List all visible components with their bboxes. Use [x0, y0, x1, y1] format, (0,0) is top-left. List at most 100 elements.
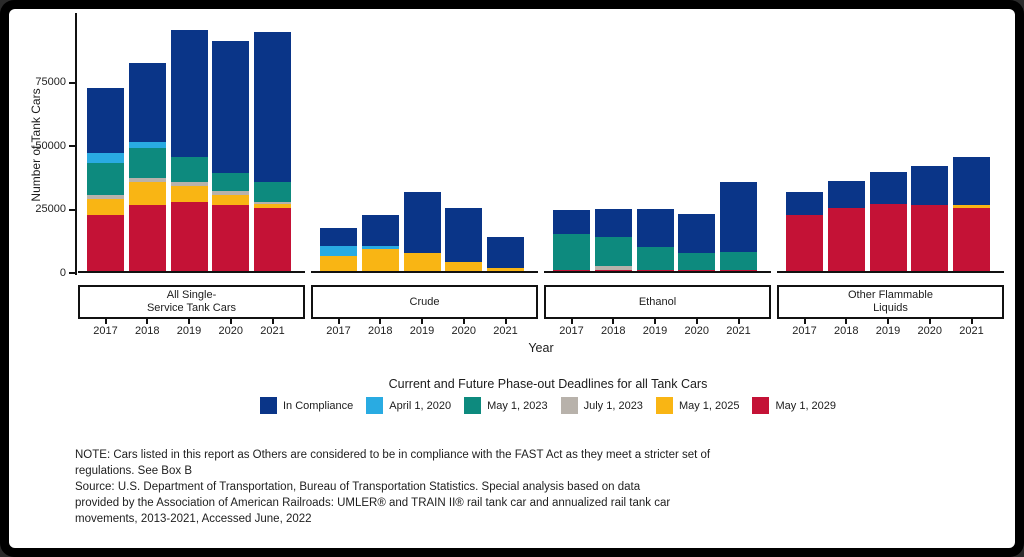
legend-item-may2029: May 1, 2029	[752, 397, 836, 414]
bar-segment-may2025	[87, 198, 124, 216]
bar-segment-may2029	[636, 269, 674, 271]
bar-segment-in_compliance	[320, 227, 357, 246]
stacked-bar-other-flammable-liquids-2019	[869, 171, 907, 271]
stacked-bar-crude-2017	[320, 227, 357, 271]
stacked-bar-ethanol-2018	[594, 208, 632, 271]
legend-item-may2025: May 1, 2025	[655, 397, 740, 414]
bar-segment-may2029	[212, 204, 250, 271]
stacked-bar-all-single-service-tank-cars-2020	[212, 41, 250, 271]
stacked-bar-other-flammable-liquids-2020	[911, 165, 949, 271]
bar-segment-in_compliance	[212, 41, 250, 174]
x-tick-mark	[570, 319, 573, 324]
bar-segment-jul2023	[212, 191, 250, 195]
bar-segment-may2025	[953, 204, 990, 208]
legend-label: In Compliance	[282, 399, 354, 412]
x-tick-mark	[188, 319, 190, 324]
x-tick-label: 2019	[642, 325, 668, 337]
bar-segment-may2029	[953, 207, 990, 271]
bar-segment-in_compliance	[403, 192, 441, 254]
legend-label: July 1, 2023	[583, 399, 643, 412]
x-tick-label: 2021	[959, 325, 984, 337]
x-tick-label: 2021	[493, 325, 518, 337]
stacked-bar-other-flammable-liquids-2017	[786, 192, 823, 271]
legend-label: May 1, 2025	[678, 399, 740, 412]
bar-segment-may2029	[254, 207, 291, 271]
stacked-bar-crude-2021	[487, 236, 524, 271]
x-tick-label: 2020	[684, 325, 709, 337]
x-tick-mark	[229, 319, 232, 324]
x-tick-mark	[104, 319, 107, 324]
stacked-bar-other-flammable-liquids-2018	[827, 180, 865, 271]
x-tick-label: 2019	[176, 325, 202, 337]
bar-segment-may2029	[678, 269, 716, 271]
bar-segment-may2029	[869, 203, 907, 271]
note-line: NOTE: Cars listed in this report as Othe…	[75, 449, 711, 461]
bar-segment-may2029	[87, 215, 124, 271]
bar-segment-in_compliance	[487, 236, 524, 269]
x-axis-title: Year	[528, 341, 554, 355]
bar-segment-may2025	[403, 253, 441, 271]
bar-segment-in_compliance	[594, 208, 632, 237]
facet-label-box-all-single-service-tank-cars: All Single- Service Tank Cars	[78, 285, 305, 319]
bar-segment-apr2020	[87, 152, 124, 164]
y-tick-label: 75000	[35, 76, 66, 88]
y-tick-mark	[69, 208, 75, 211]
legend-swatch-may2023	[464, 397, 482, 414]
note-line: Source: U.S. Department of Transportatio…	[75, 481, 641, 493]
x-tick-label: 2017	[93, 325, 118, 337]
bar-segment-in_compliance	[87, 88, 124, 153]
x-tick-mark	[887, 319, 889, 324]
facet-panel-other-flammable-liquids	[777, 14, 1004, 273]
x-tick-mark	[379, 319, 382, 324]
bar-segment-in_compliance	[869, 171, 907, 204]
legend-label: May 1, 2029	[775, 399, 837, 412]
legend-label: May 1, 2023	[487, 399, 548, 412]
x-tick-mark	[928, 319, 931, 324]
x-tick-mark	[146, 319, 149, 324]
x-tick-label: 2018	[135, 325, 160, 337]
facet-label: Other Flammable Liquids	[848, 289, 933, 314]
stacked-bar-all-single-service-tank-cars-2021	[254, 32, 291, 271]
facet-panel-crude	[311, 14, 538, 273]
facet-label-box-crude: Crude	[311, 285, 538, 319]
bar-segment-apr2020	[361, 245, 399, 250]
x-tick-mark	[462, 319, 465, 324]
bar-segment-may2025	[361, 249, 399, 271]
bar-segment-jul2023	[87, 194, 124, 199]
x-tick-mark	[845, 319, 848, 324]
x-tick-label: 2020	[917, 325, 942, 337]
x-tick-label: 2021	[726, 325, 751, 337]
bar-segment-may2023	[636, 246, 674, 270]
y-tick-label: 25000	[35, 203, 66, 215]
stacked-bar-all-single-service-tank-cars-2019	[170, 29, 208, 271]
x-tick-label: 2021	[260, 325, 285, 337]
bar-segment-may2025	[320, 255, 357, 271]
bar-segment-may2029	[128, 204, 166, 271]
y-tick-mark	[69, 272, 75, 274]
x-tick-label: 2017	[326, 325, 351, 337]
bar-segment-may2029	[170, 202, 208, 271]
legend-swatch-may2025	[655, 397, 673, 414]
x-tick-mark	[654, 319, 656, 324]
bar-segment-in_compliance	[786, 192, 823, 216]
bar-segment-in_compliance	[636, 208, 674, 247]
note-line: regulations. See Box B	[75, 465, 192, 477]
bar-segment-may2029	[911, 204, 949, 271]
bar-segment-jul2023	[170, 182, 208, 186]
bar-segment-apr2020	[320, 245, 357, 256]
bar-segment-in_compliance	[361, 215, 399, 246]
x-tick-mark	[421, 319, 423, 324]
legend: In Compliance April 1, 2020 May 1, 2023 Jul…	[88, 397, 1008, 414]
bar-segment-may2029	[827, 207, 865, 271]
x-tick-mark	[337, 319, 340, 324]
bar-segment-may2023	[678, 253, 716, 270]
facet-panel-ethanol	[544, 14, 771, 273]
legend-swatch-jul2023	[560, 397, 578, 414]
facet-panel-all-single-service-tank-cars	[78, 14, 305, 273]
bar-segment-jul2023	[128, 178, 166, 183]
bar-segment-in_compliance	[827, 180, 865, 208]
bar-segment-may2023	[170, 156, 208, 183]
bar-segment-apr2020	[128, 141, 166, 148]
bar-segment-may2023	[720, 251, 757, 270]
